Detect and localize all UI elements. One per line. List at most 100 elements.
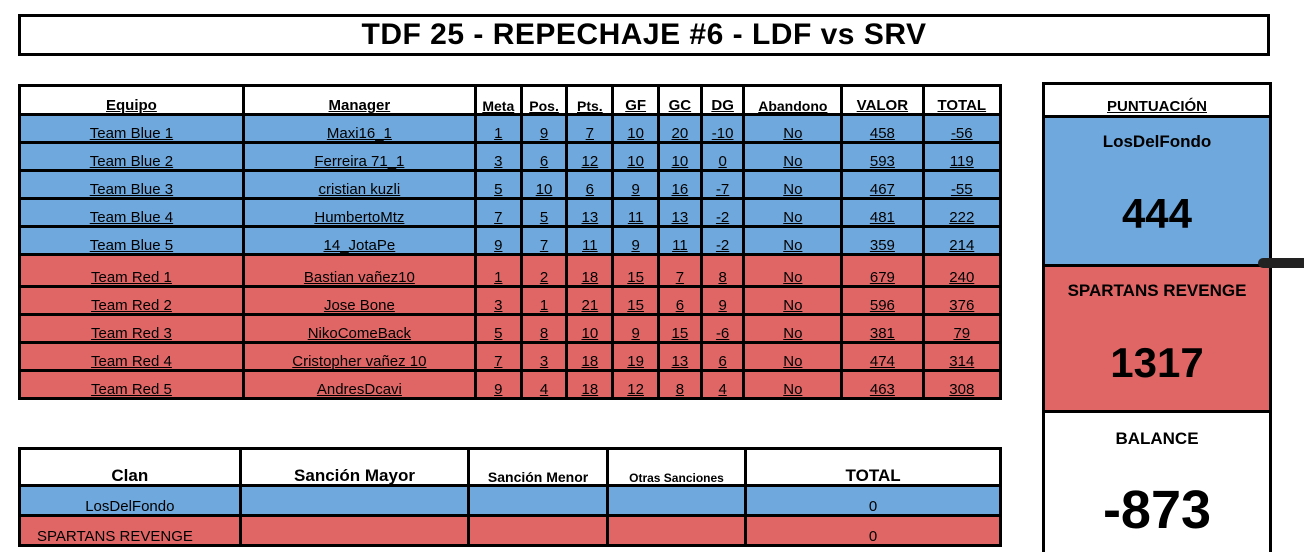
balance-block: BALANCE -873 [1045,413,1269,552]
table-row: Team Red 4 Cristopher vañez 10 7 3 18 19 13 6 No… [18,341,1003,372]
dg-cell: 8 [699,253,746,288]
pts-cell: 13 [565,197,615,228]
abandono-cell: No [742,285,844,316]
valor-cell: 481 [840,197,925,228]
score-panel-header: PUNTUACIÓN [1045,85,1269,118]
manager-cell: Maxi16_1 [241,113,477,144]
gf-cell: 12 [611,369,661,400]
team1-score-block: LosDelFondo 444 [1045,118,1269,267]
pos-cell: 6 [519,141,569,172]
clan-name-cell: SPARTANS REVENGE [18,514,242,547]
col-header-gc: GC [657,84,703,116]
abandono-cell: No [742,197,844,228]
gc-cell: 13 [657,341,703,372]
total-cell: 222 [921,197,1003,228]
clan-total-cell: 0 [744,514,1002,547]
valor-cell: 467 [840,169,925,200]
col-header-sancion-mayor: Sanción Mayor [238,447,471,487]
table-row: Team Blue 5 14_JotaPe 9 7 11 9 11 -2 No 359 214 [18,225,1003,256]
team2-score: 1317 [1110,339,1204,386]
abandono-cell: No [742,341,844,372]
manager-cell: cristian kuzli [241,169,477,200]
table-row: Team Blue 2 Ferreira 71_1 3 6 12 10 10 0 No 593 11… [18,141,1003,172]
pts-cell: 6 [565,169,615,200]
pts-cell: 18 [565,253,615,288]
pts-cell: 12 [565,141,615,172]
team-table-header: Equipo Manager Meta Pos. Pts. GF GC DG A… [18,84,1003,116]
clan-table-header: Clan Sanción Mayor Sanción Menor Otras S… [18,447,1002,487]
col-header-gf: GF [611,84,661,116]
gf-cell: 9 [611,313,661,344]
sancion-mayor-cell [238,484,471,517]
dg-cell: -6 [699,313,746,344]
dg-cell: -7 [699,169,746,200]
col-header-clan-total: TOTAL [744,447,1002,487]
dg-cell: -2 [699,197,746,228]
meta-cell: 5 [473,313,523,344]
gc-cell: 16 [657,169,703,200]
abandono-cell: No [742,369,844,400]
total-cell: 240 [921,253,1003,288]
pts-cell: 10 [565,313,615,344]
manager-cell: HumbertoMtz [241,197,477,228]
valor-cell: 679 [840,253,925,288]
score-panel: PUNTUACIÓN LosDelFondo 444 SPARTANS REVE… [1042,82,1272,552]
total-cell: 314 [921,341,1003,372]
gc-cell: 6 [657,285,703,316]
total-cell: -55 [921,169,1003,200]
meta-cell: 1 [473,253,523,288]
table-row: Team Blue 1 Maxi16_1 1 9 7 10 20 -10 No 458 -56 [18,113,1003,144]
dg-cell: 9 [699,285,746,316]
table-row: Team Red 3 NikoComeBack 5 8 10 9 15 -6 No 381 79 [18,313,1003,344]
pts-cell: 11 [565,225,615,256]
meta-cell: 7 [473,197,523,228]
manager-cell: NikoComeBack [241,313,477,344]
abandono-cell: No [742,113,844,144]
valor-cell: 463 [840,369,925,400]
gc-cell: 13 [657,197,703,228]
table-row: Team Blue 3 cristian kuzli 5 10 6 9 16 -7 No 467-… [18,169,1003,200]
abandono-cell: No [742,225,844,256]
balance-value: -873 [1102,480,1212,540]
drag-handle[interactable] [1258,258,1304,268]
team-cell: Team Red 1 [18,253,245,288]
meta-cell: 9 [473,369,523,400]
sancion-menor-cell [467,484,609,517]
clan-row-spartans-revenge: SPARTANS REVENGE 0 [18,514,1002,547]
gc-cell: 10 [657,141,703,172]
col-header-dg: DG [699,84,746,116]
pos-cell: 3 [519,341,569,372]
meta-cell: 1 [473,113,523,144]
pos-cell: 9 [519,113,569,144]
pos-cell: 1 [519,285,569,316]
meta-cell: 3 [473,285,523,316]
col-header-manager: Manager [241,84,477,116]
meta-cell: 9 [473,225,523,256]
team-cell: Team Red 2 [18,285,245,316]
gf-cell: 11 [611,197,661,228]
valor-cell: 359 [840,225,925,256]
table-row: Team Red 1 Bastian vañez10 1 2 18 15 7 8 No 679 24… [18,253,1003,288]
team-cell: Team Red 4 [18,341,245,372]
team-cell: Team Blue 3 [18,169,245,200]
gf-cell: 9 [611,225,661,256]
total-cell: 119 [921,141,1003,172]
sheet-title: TDF 25 - REPECHAJE #6 - LDF vs SRV [18,14,1270,56]
clan-name-cell: LosDelFondo [18,484,242,517]
manager-cell: 14_JotaPe [241,225,477,256]
abandono-cell: No [742,313,844,344]
otras-sanciones-cell [605,484,748,517]
team-table: Equipo Manager Meta Pos. Pts. GF GC DG A… [18,84,1003,400]
col-header-abandono: Abandono [742,84,844,116]
gf-cell: 15 [611,285,661,316]
pos-cell: 4 [519,369,569,400]
team-cell: Team Blue 2 [18,141,245,172]
pos-cell: 2 [519,253,569,288]
valor-cell: 596 [840,285,925,316]
col-header-sancion-menor: Sanción Menor [467,447,609,487]
abandono-cell: No [742,169,844,200]
col-header-meta: Meta [473,84,523,116]
team1-name: LosDelFondo [1102,132,1212,151]
team2-name: SPARTANS REVENGE [1067,281,1247,300]
dg-cell: 0 [699,141,746,172]
